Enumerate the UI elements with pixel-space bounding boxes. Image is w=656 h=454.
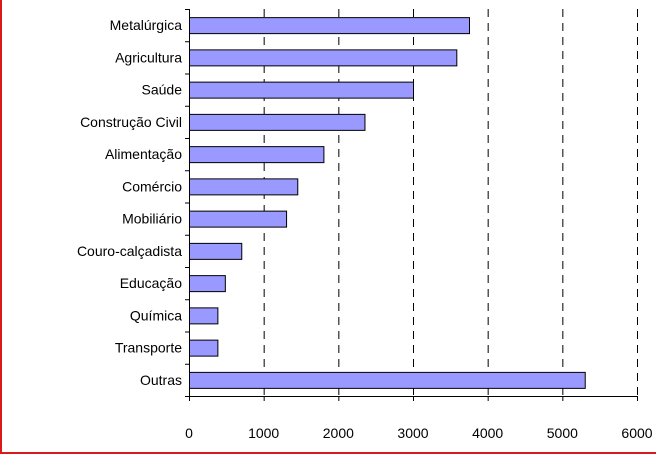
category-label: Metalúrgica (110, 17, 183, 33)
bar (189, 210, 288, 228)
bar (189, 178, 299, 196)
category-label: Construção Civil (80, 114, 182, 130)
category-label: Outras (140, 372, 182, 388)
x-tick-label: 2000 (323, 425, 354, 441)
category-label: Química (130, 307, 182, 323)
x-tick-label: 0 (185, 425, 193, 441)
x-tick-label: 3000 (397, 425, 428, 441)
bar (189, 146, 325, 164)
bar (189, 49, 458, 67)
bar (189, 17, 470, 35)
category-label: Comércio (122, 178, 182, 194)
x-tick-label: 4000 (472, 425, 503, 441)
bar (189, 307, 219, 325)
category-label: Alimentação (105, 146, 182, 162)
category-label: Mobiliário (122, 211, 182, 227)
category-label: Agricultura (115, 49, 182, 65)
category-label: Saúde (142, 82, 183, 98)
x-tick-label: 5000 (547, 425, 578, 441)
axes (185, 9, 638, 401)
bars (189, 17, 586, 389)
bar (189, 275, 226, 293)
x-tick-label: 6000 (621, 425, 652, 441)
grid-lines (263, 9, 638, 396)
bar (189, 371, 586, 389)
y-category-labels: Metalúrgica Agricultura Saúde Construção Ci… (77, 17, 182, 388)
x-tick-labels: 0 1000 2000 3000 4000 5000 6000 (185, 425, 653, 441)
category-label: Transporte (115, 340, 182, 356)
bar (189, 339, 219, 357)
bar (189, 81, 414, 99)
bar (189, 242, 243, 260)
x-tick-label: 1000 (248, 425, 279, 441)
category-label: Educação (120, 275, 182, 291)
category-label: Couro-calçadista (77, 243, 182, 259)
bar (189, 113, 366, 131)
